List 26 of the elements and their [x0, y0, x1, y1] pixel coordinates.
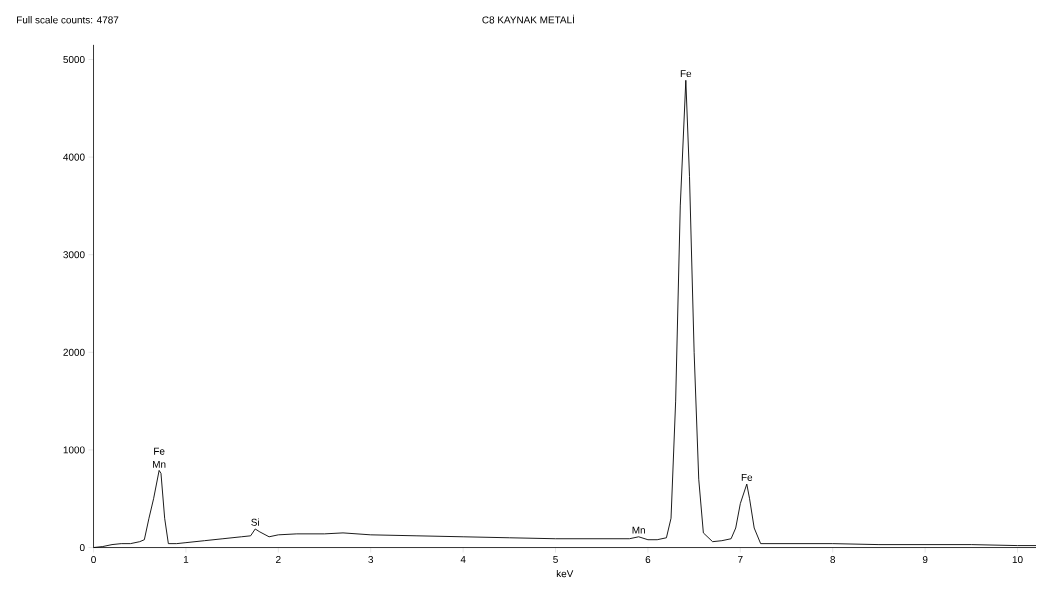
y-tick-label: 1000	[63, 446, 85, 454]
chart-title: C8 KAYNAK METALİ	[482, 14, 574, 24]
x-axis-title: keV	[556, 569, 574, 577]
x-tick-label: 0	[91, 555, 96, 563]
x-tick-label: 7	[738, 555, 743, 563]
x-tick-label: 9	[922, 555, 928, 563]
x-tick-label: 1	[183, 555, 189, 563]
x-tick-label: 2	[276, 555, 281, 563]
text: Full scale counts: 4787	[17, 15, 119, 24]
y-tick-label: 5000	[63, 55, 85, 63]
y-tick-label: 3000	[63, 251, 85, 259]
annotation: Mn	[153, 460, 166, 468]
x-tick-label: 8	[830, 555, 836, 563]
y-tick-label: 0	[79, 543, 85, 551]
x-tick-label: 4	[460, 555, 466, 563]
x-tick-label: 3	[368, 555, 374, 563]
x-tick-label: 5	[553, 555, 558, 563]
annotation: Fe	[741, 473, 753, 481]
annotation: Mn	[632, 526, 645, 534]
annotation: Fe	[680, 69, 692, 77]
x-tick-label: 6	[645, 555, 651, 563]
x-tick-label: 10	[1012, 555, 1023, 563]
y-tick-label: 2000	[63, 348, 85, 356]
y-tick-label: 4000	[63, 153, 85, 161]
annotation: Si	[251, 518, 259, 526]
annotation: Fe	[154, 447, 165, 455]
